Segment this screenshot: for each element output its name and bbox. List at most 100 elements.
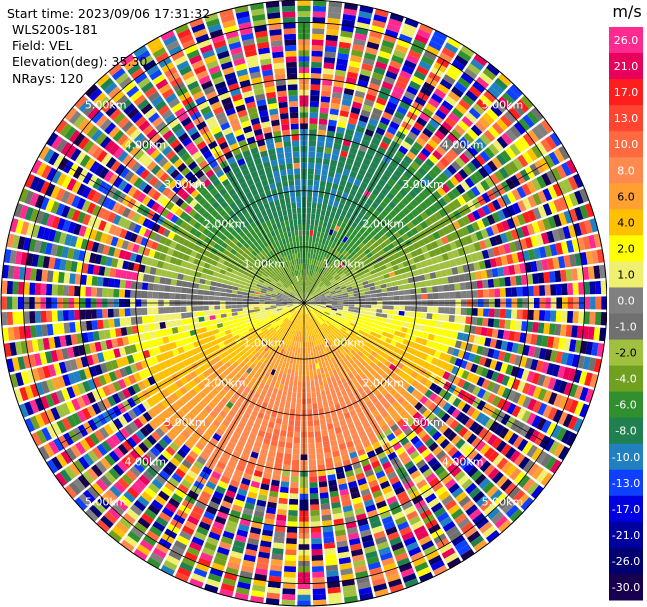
velocity-cell xyxy=(441,183,451,194)
velocity-cell xyxy=(402,206,411,216)
velocity-cell xyxy=(248,307,254,311)
velocity-cell xyxy=(320,300,327,302)
velocity-cell xyxy=(360,109,371,118)
velocity-cell xyxy=(600,280,607,294)
velocity-cell xyxy=(396,320,404,327)
velocity-cell xyxy=(460,414,470,426)
velocity-cell xyxy=(420,55,435,66)
velocity-cell xyxy=(532,322,539,333)
velocity-cell xyxy=(439,454,451,465)
velocity-cell xyxy=(545,135,557,150)
velocity-cell xyxy=(562,226,572,240)
velocity-cell xyxy=(186,294,193,300)
velocity-cell xyxy=(346,315,353,320)
velocity-cell xyxy=(85,286,92,297)
velocity-cell xyxy=(306,292,309,298)
velocity-cell xyxy=(323,278,329,284)
velocity-cell xyxy=(435,359,444,368)
velocity-cell xyxy=(449,356,458,365)
velocity-cell xyxy=(298,341,301,348)
velocity-cell xyxy=(511,215,521,228)
velocity-cell xyxy=(390,324,397,330)
velocity-cell xyxy=(451,487,464,499)
velocity-cell xyxy=(331,183,339,190)
velocity-cell xyxy=(324,279,330,285)
velocity-cell xyxy=(451,331,459,340)
velocity-cell xyxy=(442,402,452,412)
velocity-cell xyxy=(448,482,460,494)
velocity-cell xyxy=(415,214,424,224)
velocity-cell xyxy=(486,529,500,543)
velocity-cell xyxy=(425,319,432,326)
velocity-cell xyxy=(62,285,69,296)
velocity-cell xyxy=(236,294,243,298)
velocity-cell xyxy=(512,202,522,215)
velocity-cell xyxy=(481,390,492,402)
velocity-cell xyxy=(536,469,549,484)
velocity-cell xyxy=(552,378,562,392)
velocity-cell xyxy=(323,446,331,454)
velocity-cell xyxy=(396,418,406,428)
velocity-cell xyxy=(197,295,204,300)
velocity-cell xyxy=(379,321,386,327)
velocity-cell xyxy=(398,219,407,228)
velocity-cell xyxy=(345,238,352,245)
velocity-cell xyxy=(419,281,427,288)
velocity-cell xyxy=(437,125,450,136)
velocity-cell xyxy=(313,271,317,278)
velocity-cell xyxy=(324,291,330,295)
velocity-cell xyxy=(186,288,193,294)
velocity-cell xyxy=(330,344,336,351)
velocity-cell xyxy=(348,358,355,366)
velocity-cell xyxy=(451,408,461,419)
velocity-cell xyxy=(432,431,442,441)
velocity-cell xyxy=(386,192,395,201)
velocity-cell xyxy=(225,309,232,313)
velocity-cell xyxy=(203,305,209,311)
velocity-cell xyxy=(325,273,331,279)
velocity-cell xyxy=(362,280,369,286)
velocity-cell xyxy=(146,307,153,315)
velocity-cell xyxy=(346,71,359,80)
velocity-cell xyxy=(454,470,466,482)
velocity-cell xyxy=(512,103,526,117)
velocity-cell xyxy=(362,104,373,113)
velocity-cell xyxy=(311,397,317,404)
velocity-cell xyxy=(344,269,351,275)
velocity-cell xyxy=(448,112,460,124)
velocity-cell xyxy=(444,95,457,107)
velocity-cell xyxy=(466,223,475,234)
velocity-cell xyxy=(464,177,475,188)
velocity-cell xyxy=(329,338,335,345)
velocity-cell xyxy=(527,384,537,397)
velocity-cell xyxy=(415,350,424,359)
velocity-cell xyxy=(352,287,359,292)
velocity-cell xyxy=(436,186,446,197)
velocity-cell xyxy=(505,504,519,518)
velocity-cell xyxy=(364,311,371,315)
velocity-cell xyxy=(543,154,555,169)
velocity-cell xyxy=(332,256,338,263)
velocity-cell xyxy=(555,242,564,255)
velocity-cell xyxy=(579,204,589,219)
velocity-cell xyxy=(433,263,441,272)
velocity-cell xyxy=(461,226,470,236)
velocity-cell xyxy=(399,332,407,339)
velocity-cell xyxy=(432,366,441,375)
velocity-cell xyxy=(301,336,303,343)
velocity-cell xyxy=(366,275,373,281)
velocity-cell xyxy=(281,593,296,601)
velocity-cell xyxy=(458,168,469,180)
velocity-cell xyxy=(427,233,436,243)
velocity-cell xyxy=(406,271,414,278)
velocity-cell xyxy=(247,304,254,308)
velocity-cell xyxy=(565,324,573,338)
velocity-cell xyxy=(347,152,356,160)
velocity-cell xyxy=(288,363,293,370)
velocity-cell xyxy=(565,268,573,282)
velocity-cell xyxy=(518,456,530,470)
velocity-cell xyxy=(482,112,495,125)
velocity-cell xyxy=(445,69,459,81)
velocity-cell xyxy=(392,264,400,271)
velocity-cell xyxy=(333,327,340,333)
